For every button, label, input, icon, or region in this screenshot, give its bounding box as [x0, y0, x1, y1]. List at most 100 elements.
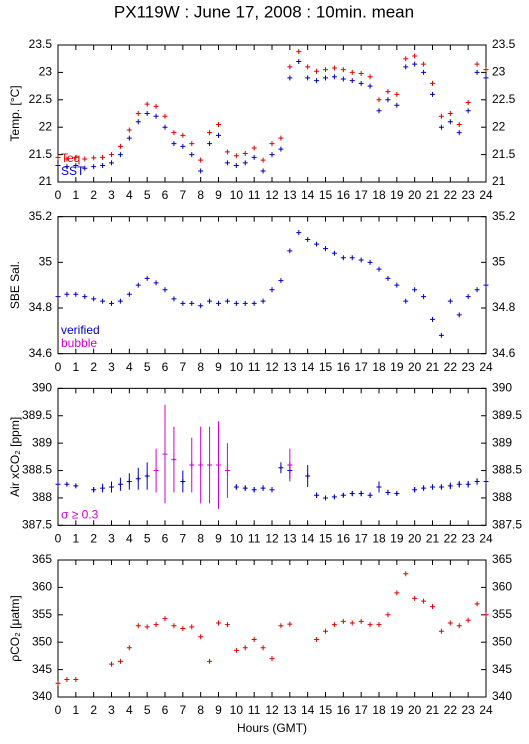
point	[100, 298, 106, 304]
point	[224, 160, 230, 166]
point	[180, 132, 186, 138]
y-tick-label-right: 388.5	[492, 463, 522, 477]
point	[109, 152, 114, 158]
point	[73, 163, 79, 169]
x-tick-label: 19	[390, 360, 404, 374]
point	[189, 152, 195, 158]
point	[100, 485, 106, 491]
point	[403, 56, 409, 62]
x-tick-label: 21	[426, 188, 440, 202]
x-tick-label: 15	[319, 188, 333, 202]
x-tick-label: 17	[354, 188, 368, 202]
point	[438, 484, 444, 490]
point	[135, 476, 141, 482]
y-tick-label: 35	[39, 255, 53, 269]
point	[64, 156, 70, 162]
point	[323, 495, 328, 501]
x-tick-label: 21	[426, 532, 440, 546]
y-tick-label-right: 360	[492, 580, 512, 594]
y-tick-label-right: 35.2	[492, 209, 516, 223]
point	[171, 296, 177, 302]
y-tick-label: 21.5	[29, 147, 53, 161]
point	[421, 598, 427, 604]
point	[367, 83, 373, 89]
point	[456, 130, 462, 136]
point	[456, 481, 462, 487]
y-tick-label: 22.5	[29, 92, 53, 106]
point	[162, 451, 168, 457]
x-tick-label: 16	[337, 360, 351, 374]
point	[153, 622, 159, 628]
point	[314, 241, 320, 247]
point	[430, 316, 435, 322]
point	[385, 97, 391, 103]
point	[144, 101, 150, 107]
point	[483, 282, 489, 288]
point	[153, 280, 159, 286]
point	[216, 462, 221, 468]
point	[216, 132, 221, 138]
point	[233, 163, 239, 169]
point	[64, 291, 70, 297]
point	[162, 616, 168, 622]
point	[135, 119, 141, 125]
point	[430, 484, 435, 490]
x-tick-label: 12	[265, 360, 279, 374]
point	[189, 141, 195, 147]
x-tick-label: 14	[301, 703, 315, 717]
y-tick-label-right: 345	[492, 662, 512, 676]
x-tick-label: 3	[108, 360, 115, 374]
point	[358, 618, 364, 624]
x-tick-label: 16	[337, 703, 351, 717]
x-tick-label: 19	[390, 532, 404, 546]
point	[126, 645, 132, 651]
point	[126, 291, 132, 297]
y-tick-label: 23	[39, 65, 53, 79]
x-tick-label: 9	[215, 360, 222, 374]
point	[207, 298, 213, 304]
x-tick-label: 24	[479, 188, 493, 202]
point	[340, 492, 346, 498]
point	[216, 300, 221, 306]
y-tick-label-right: 34.6	[492, 346, 516, 360]
point	[126, 135, 132, 141]
x-tick-label: 20	[408, 532, 422, 546]
point	[269, 141, 275, 147]
y-tick-label-right: 389.5	[492, 408, 522, 422]
y-tick-label: 389.5	[22, 408, 52, 422]
point	[55, 680, 61, 686]
point	[412, 61, 418, 67]
point	[349, 255, 355, 261]
plot-frame	[57, 44, 487, 183]
point	[117, 143, 123, 149]
point	[55, 154, 61, 160]
point	[394, 590, 400, 596]
point	[483, 612, 489, 618]
point	[367, 622, 373, 628]
point	[269, 152, 275, 158]
y-tick-label-right: 388	[492, 490, 512, 504]
x-tick-label: 19	[390, 703, 404, 717]
point	[91, 296, 97, 302]
point	[260, 485, 266, 491]
point	[153, 468, 159, 474]
x-tick-label: 21	[426, 703, 440, 717]
point	[117, 658, 123, 664]
x-tick-label: 22	[444, 188, 458, 202]
x-tick-label: 16	[337, 532, 351, 546]
x-tick-label: 18	[372, 532, 386, 546]
x-tick-label: 1	[72, 188, 79, 202]
point	[73, 154, 79, 160]
point	[100, 163, 106, 169]
point	[456, 312, 462, 318]
point	[224, 149, 230, 155]
point	[55, 294, 61, 300]
point	[438, 332, 444, 338]
point	[135, 111, 141, 116]
x-tick-label: 17	[354, 360, 368, 374]
x-tick-label: 20	[408, 188, 422, 202]
legend-entry: verified	[61, 323, 100, 337]
x-tick-label: 1	[72, 532, 79, 546]
x-tick-label: 5	[144, 703, 151, 717]
